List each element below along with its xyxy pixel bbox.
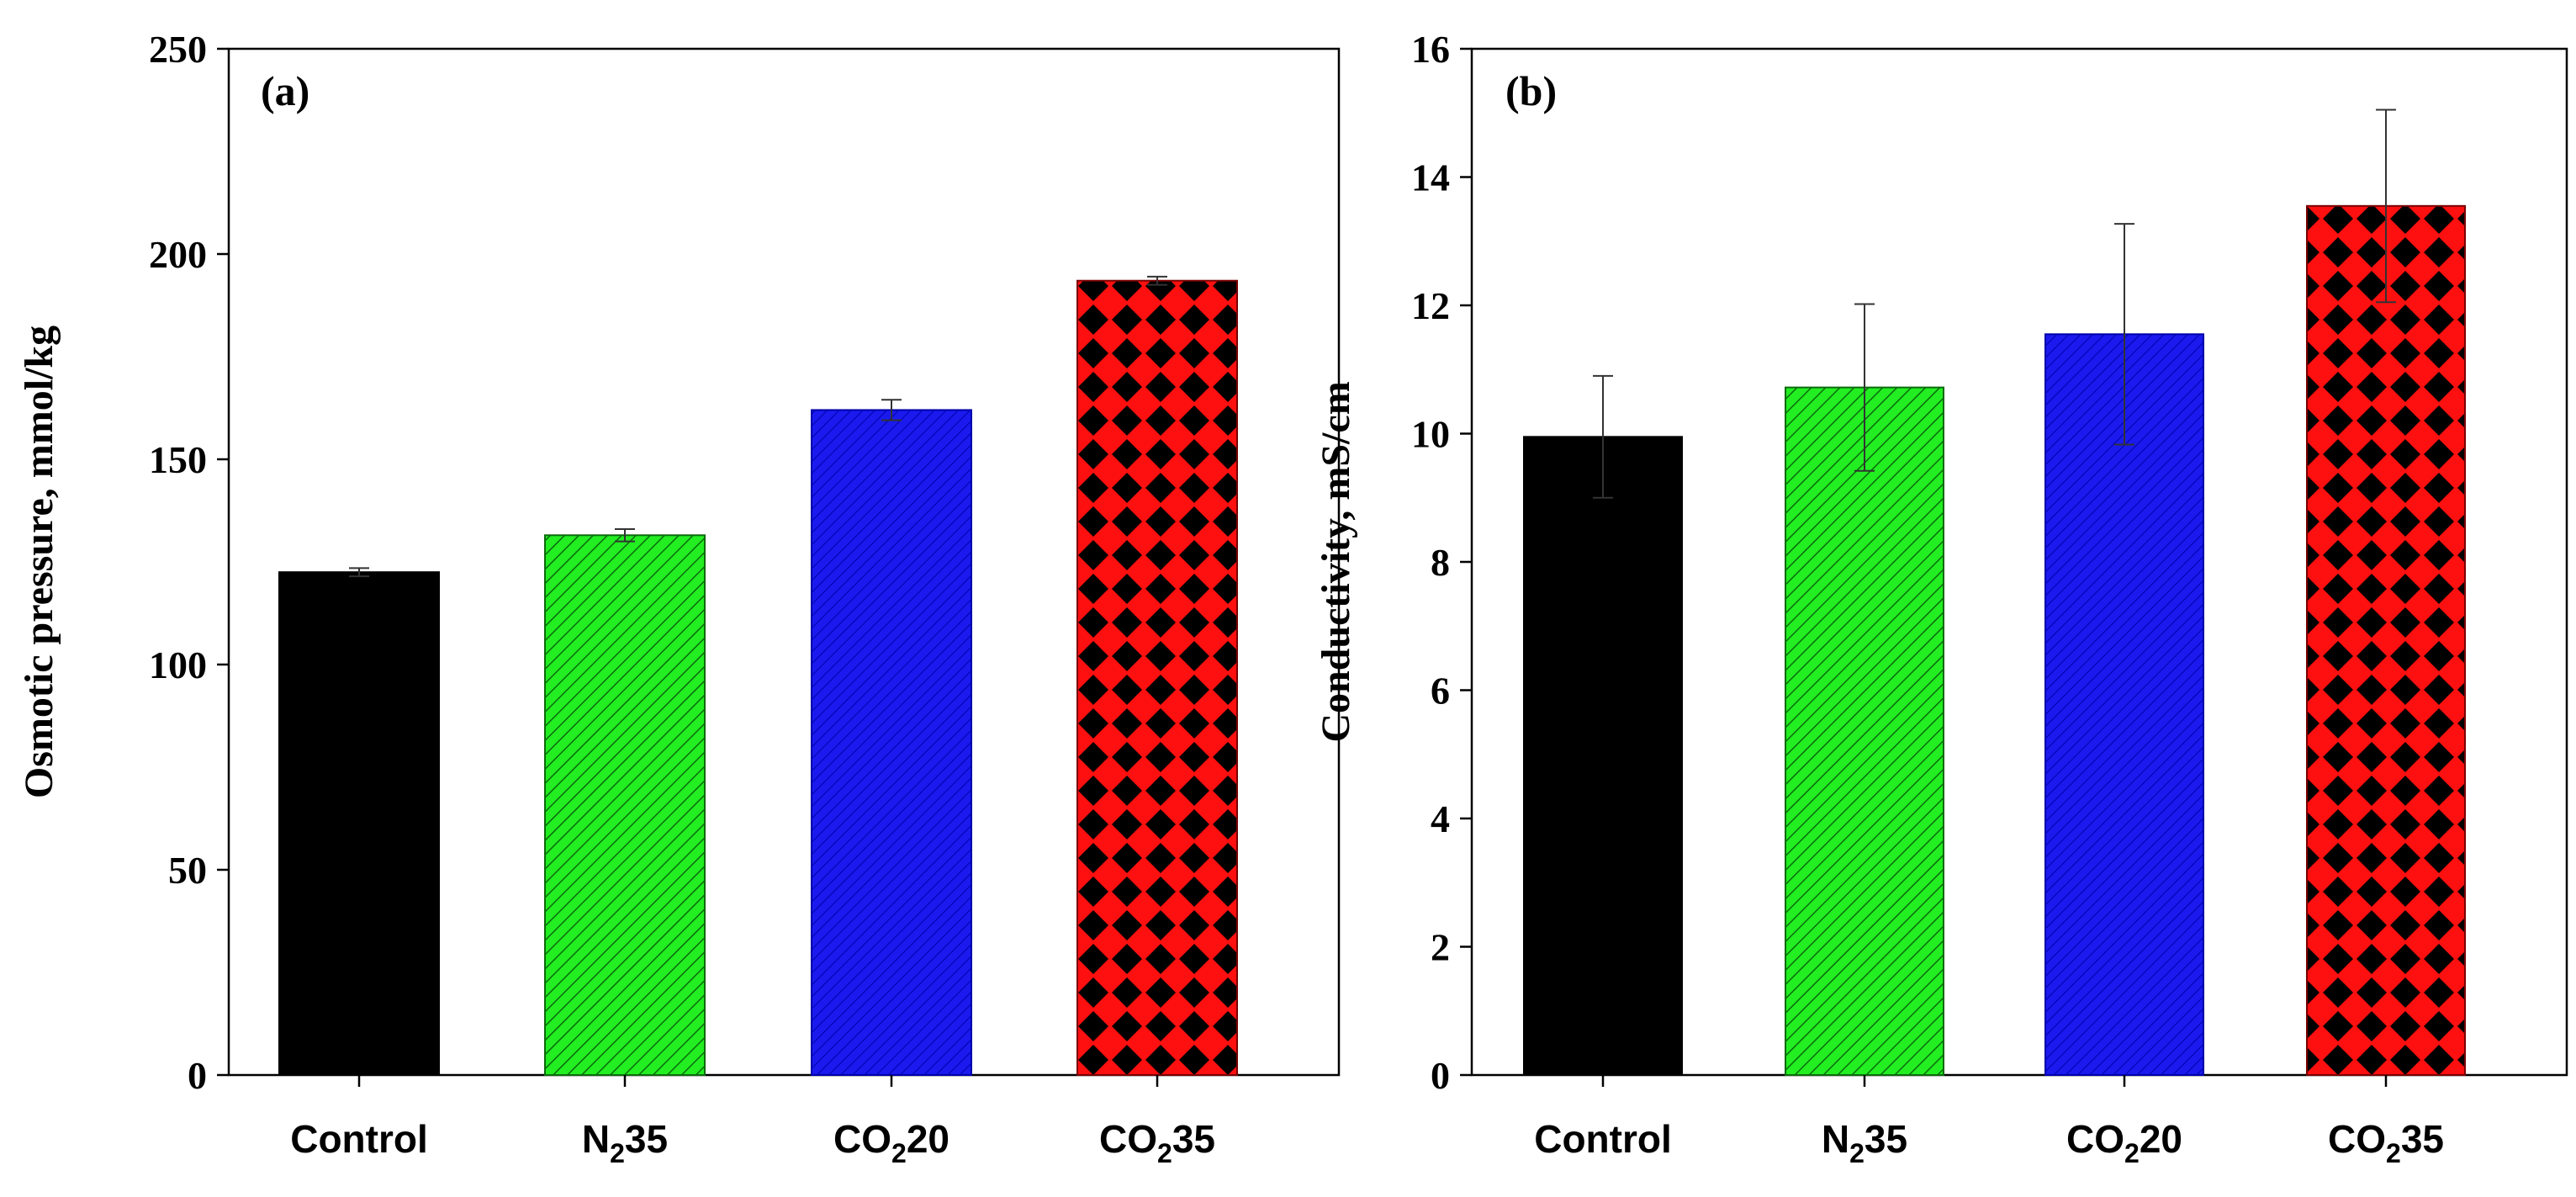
- x-tick-label-sub: 2: [610, 1138, 625, 1168]
- plot-frame-a: [227, 47, 1341, 1077]
- x-tick-label-base: CO: [2066, 1117, 2124, 1161]
- x-tick-label-base: CO: [833, 1117, 891, 1161]
- x-tick-label-sub: 2: [1157, 1138, 1172, 1168]
- x-tick-label-sub: 2: [2124, 1138, 2140, 1168]
- x-tick-label-rest: 35: [1865, 1117, 1907, 1161]
- x-tick-label-rest: 20: [2140, 1117, 2182, 1161]
- panel-label-b: (b): [1505, 67, 1557, 114]
- x-tick-label: CO220: [2066, 1117, 2182, 1168]
- x-tick-label-sub: 2: [1849, 1138, 1865, 1168]
- x-tick-label: Control: [1534, 1117, 1672, 1161]
- bar: [1076, 279, 1238, 1077]
- bar: [544, 534, 706, 1076]
- bars-a: [278, 275, 1238, 1077]
- y-tick-label: 4: [1431, 797, 1450, 840]
- bar: [2306, 204, 2466, 1076]
- panel-label-a: (a): [261, 67, 309, 114]
- y-axis-title-b: Conductivity, mS/cm: [1314, 381, 1358, 742]
- bar: [811, 409, 972, 1076]
- x-tick-label-base: Control: [1534, 1117, 1672, 1161]
- y-tick-label: 250: [149, 28, 207, 71]
- x-tick-label: N235: [582, 1117, 668, 1168]
- y-tick-label: 2: [1431, 926, 1450, 969]
- chart-b: (b) Conductivity, mS/cm 0 2 4 6 8 10 12 14 16 Co…: [1314, 28, 2568, 1168]
- x-tick-label-base: CO: [1099, 1117, 1157, 1161]
- x-categories-b: Control N235 CO220 CO235: [1534, 1075, 2444, 1168]
- chart-a: (a) Osmotic pressure, mmol/kg 0 50 100 150 2…: [17, 28, 1341, 1168]
- bar: [278, 571, 440, 1076]
- y-tick-label: 12: [1411, 284, 1450, 327]
- y-tick-label: 16: [1411, 28, 1450, 71]
- y-tick-label: 0: [1431, 1054, 1450, 1097]
- x-tick-label-sub: 2: [2386, 1138, 2401, 1168]
- x-tick-label: Control: [290, 1117, 428, 1161]
- x-tick-label-base: Control: [290, 1117, 428, 1161]
- x-tick-label: CO235: [2328, 1117, 2444, 1168]
- x-tick-label-rest: 20: [907, 1117, 949, 1161]
- y-tick-label: 200: [149, 233, 207, 276]
- y-tick-label: 8: [1431, 541, 1450, 584]
- x-tick-label-base: CO: [2328, 1117, 2386, 1161]
- x-tick-label-sub: 2: [891, 1138, 907, 1168]
- x-tick-label-base: N: [1822, 1117, 1849, 1161]
- bar: [1523, 436, 1683, 1076]
- bars-b: [1523, 109, 2466, 1077]
- y-tick-label: 150: [149, 438, 207, 481]
- bar: [1785, 386, 1944, 1077]
- y-ticks-b: 0 2 4 6 8 10 12 14 16: [1411, 28, 1472, 1097]
- y-tick-label: 10: [1411, 413, 1450, 456]
- x-tick-label-rest: 35: [625, 1117, 668, 1161]
- bar: [2044, 333, 2204, 1076]
- y-tick-label: 50: [168, 849, 207, 892]
- x-tick-label-base: N: [582, 1117, 610, 1161]
- x-tick-label-rest: 35: [1172, 1117, 1215, 1161]
- y-ticks-a: 0 50 100 150 200 250: [149, 28, 229, 1097]
- x-tick-label: CO220: [833, 1117, 949, 1168]
- x-categories-a: Control N235 CO220 CO235: [290, 1075, 1215, 1168]
- y-tick-label: 6: [1431, 670, 1450, 712]
- y-tick-label: 0: [188, 1054, 207, 1097]
- x-tick-label-rest: 35: [2401, 1117, 2444, 1161]
- x-tick-label: CO235: [1099, 1117, 1215, 1168]
- x-tick-label: N235: [1822, 1117, 1907, 1168]
- y-tick-label: 14: [1411, 156, 1450, 199]
- y-axis-title-a: Osmotic pressure, mmol/kg: [17, 326, 61, 798]
- y-tick-label: 100: [149, 644, 207, 686]
